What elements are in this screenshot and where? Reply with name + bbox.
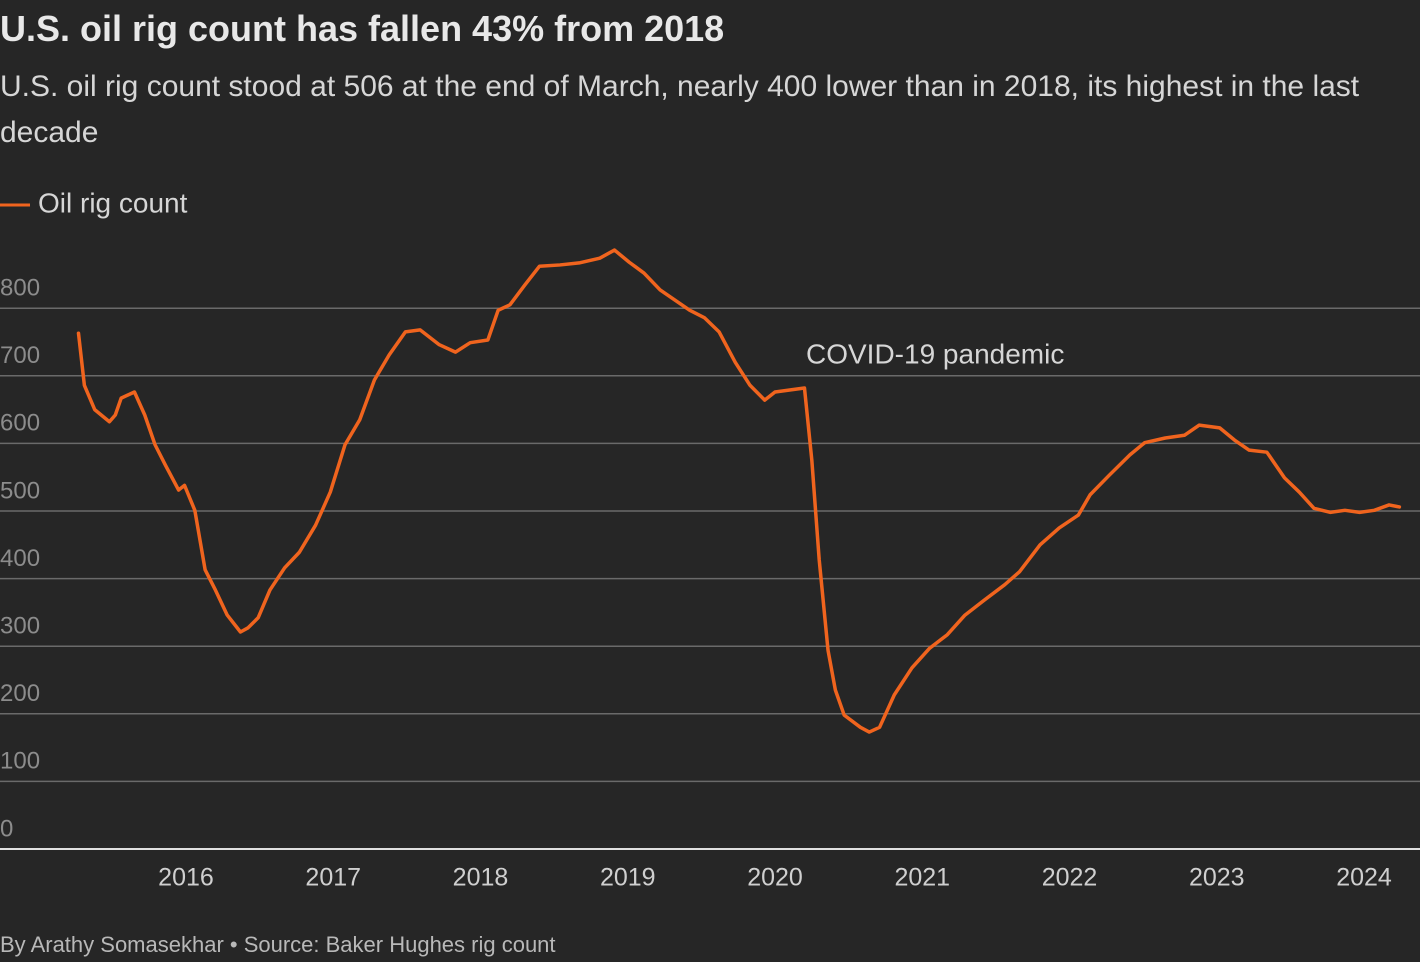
chart-title: U.S. oil rig count has fallen 43% from 2…	[0, 8, 725, 49]
y-tick-label: 800	[0, 275, 40, 302]
y-tick-label: 400	[0, 545, 40, 572]
source-note: By Arathy Somasekhar • Source: Baker Hug…	[0, 932, 556, 957]
grid	[0, 307, 1420, 850]
x-tick-label: 2021	[894, 864, 950, 892]
y-tick-label: 0	[0, 815, 13, 842]
x-tick-label: 2016	[158, 864, 214, 892]
x-tick-label: 2023	[1189, 864, 1245, 892]
chart-subtitle: U.S. oil rig count stood at 506 at the e…	[0, 70, 1360, 149]
y-tick-label: 700	[0, 342, 40, 369]
y-tick-label: 200	[0, 680, 40, 707]
y-tick-label: 300	[0, 613, 40, 640]
x-tick-label: 2018	[453, 864, 509, 892]
y-tick-label: 500	[0, 477, 40, 504]
x-tick-label: 2024	[1336, 864, 1392, 892]
x-tick-label: 2020	[747, 864, 803, 892]
x-tick-label: 2022	[1042, 864, 1098, 892]
annotation: COVID-19 pandemic	[806, 338, 1064, 369]
data-line	[76, 248, 1402, 734]
legend-label: Oil rig count	[38, 187, 188, 218]
x-tick-label: 2019	[600, 864, 656, 892]
y-tick-label: 100	[0, 748, 40, 775]
y-tick-label: 600	[0, 410, 40, 437]
x-tick-label: 2017	[305, 864, 361, 892]
